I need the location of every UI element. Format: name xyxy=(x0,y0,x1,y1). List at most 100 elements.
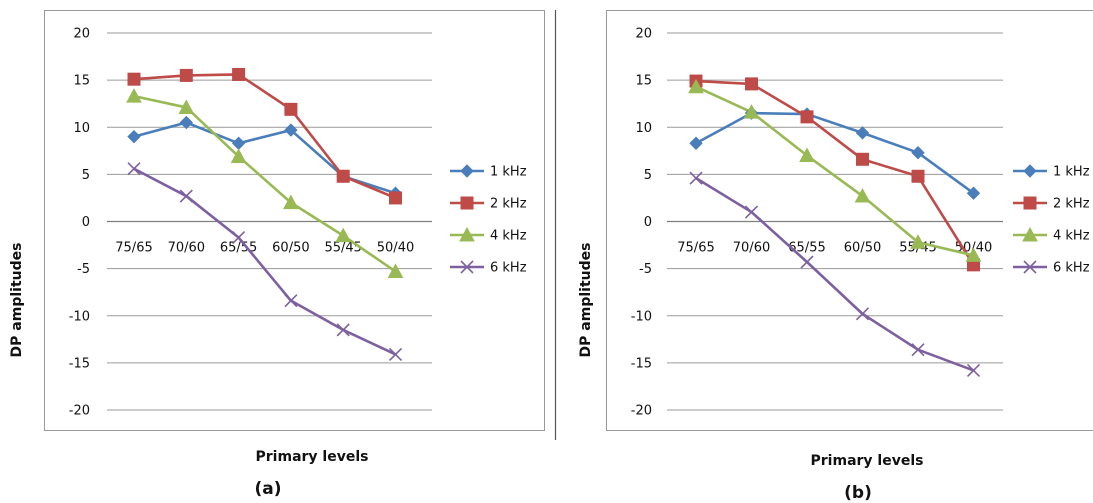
legend-item: 6 kHz xyxy=(1013,260,1090,276)
legend-label: 2 kHz xyxy=(1053,197,1090,212)
panel-label: (a) xyxy=(254,479,281,499)
legend-item: 4 kHz xyxy=(450,226,527,244)
legend-item: 2 kHz xyxy=(450,196,527,212)
legend-item: 2 kHz xyxy=(1013,196,1090,212)
data-point xyxy=(911,343,925,357)
series-markers xyxy=(688,74,982,377)
series-line-1-khz xyxy=(695,111,975,195)
legend-label: 1 kHz xyxy=(490,165,527,180)
data-point xyxy=(388,347,403,361)
x-tick-label: 75/65 xyxy=(677,241,714,256)
data-point xyxy=(744,205,759,219)
series-line-4-khz xyxy=(695,85,974,257)
legend-label: 6 kHz xyxy=(490,261,527,276)
data-point xyxy=(966,186,981,200)
y-tick-label: -20 xyxy=(631,404,652,419)
y-axis-title: DP amplitudes xyxy=(578,243,594,358)
legend-marker xyxy=(460,196,474,210)
y-tick-label: 0 xyxy=(82,215,90,230)
legend-marker xyxy=(1022,226,1038,242)
data-point xyxy=(854,187,871,203)
data-point xyxy=(911,145,925,160)
y-tick-label: 5 xyxy=(644,168,652,183)
legend-item: 1 kHz xyxy=(1013,164,1090,180)
y-tick-label: -20 xyxy=(69,404,90,419)
x-tick-label: 50/40 xyxy=(377,241,414,256)
y-tick-label: -10 xyxy=(631,309,652,324)
data-point xyxy=(127,72,141,86)
y-tick-label: 20 xyxy=(635,27,652,42)
legend-label: 4 kHz xyxy=(490,229,527,244)
legend-marker xyxy=(1023,260,1037,274)
y-tick-label: 0 xyxy=(644,215,652,230)
legend-label: 1 kHz xyxy=(1053,165,1090,180)
legend-item: 6 kHz xyxy=(450,260,527,276)
y-tick-label: -15 xyxy=(631,356,652,371)
chart-area-border xyxy=(44,10,545,431)
data-point xyxy=(336,169,350,183)
x-tick-label: 60/50 xyxy=(272,241,309,256)
data-point xyxy=(688,78,704,94)
series-line-2-khz xyxy=(133,73,396,200)
x-tick-label: 60/50 xyxy=(844,241,881,256)
series-line-6-khz xyxy=(695,177,974,372)
data-point xyxy=(800,110,814,124)
series-lines xyxy=(695,79,975,372)
data-point xyxy=(127,162,141,176)
data-point xyxy=(283,194,299,210)
y-tick-labels: 20 15 10 5 0 -5 -10 -15 -20 xyxy=(69,27,90,419)
series-line-2-khz xyxy=(695,79,975,266)
data-point xyxy=(127,129,141,144)
data-point xyxy=(179,189,193,203)
data-point xyxy=(178,99,195,114)
y-tick-label: 20 xyxy=(73,27,90,42)
data-point xyxy=(284,102,298,116)
data-point xyxy=(230,148,247,163)
data-point xyxy=(855,126,870,140)
y-tick-label: -5 xyxy=(77,262,90,277)
y-tick-label: -5 xyxy=(639,262,652,277)
series-markers xyxy=(126,67,404,361)
legend-marker xyxy=(1023,164,1037,178)
legend-item: 4 kHz xyxy=(1013,226,1090,244)
data-point xyxy=(800,255,814,269)
data-point xyxy=(232,230,246,245)
data-point xyxy=(387,263,404,278)
y-tick-label: 10 xyxy=(73,121,90,136)
legend-marker xyxy=(1023,196,1037,210)
chart-area-border xyxy=(606,10,1093,431)
data-point xyxy=(335,227,352,243)
y-axis-title: DP amplitudes xyxy=(9,243,25,358)
y-tick-labels: 20 15 10 5 0 -5 -10 -15 -20 xyxy=(631,27,652,419)
data-point xyxy=(126,88,142,103)
data-point xyxy=(179,68,193,82)
x-tick-label: 70/60 xyxy=(168,241,205,256)
y-tick-label: 15 xyxy=(635,74,652,89)
x-tick-labels: 75/65 70/60 65/55 60/50 55/45 50/40 xyxy=(115,241,414,256)
series-line-4-khz xyxy=(133,94,397,273)
data-point xyxy=(689,136,703,150)
data-point xyxy=(179,115,194,130)
legend-label: 4 kHz xyxy=(1053,229,1090,244)
data-point xyxy=(966,363,981,377)
legend-label: 6 kHz xyxy=(1053,261,1090,276)
legend-marker xyxy=(460,164,474,178)
y-tick-label: 10 xyxy=(635,121,652,136)
data-point xyxy=(336,323,350,337)
data-point xyxy=(856,152,869,166)
x-tick-label: 55/45 xyxy=(324,241,361,256)
panel-label: (b) xyxy=(844,483,872,503)
series-line-6-khz xyxy=(133,167,397,356)
y-tick-label: 5 xyxy=(82,168,90,183)
x-tick-label: 65/55 xyxy=(220,241,257,256)
y-tick-label: -10 xyxy=(69,309,90,324)
data-point xyxy=(855,307,870,321)
legend-marker xyxy=(459,226,475,242)
data-point xyxy=(389,191,402,205)
x-tick-label: 75/65 xyxy=(115,241,152,256)
x-axis-title: Primary levels xyxy=(256,449,369,465)
x-tick-label: 70/60 xyxy=(733,241,770,256)
legend: 1 kHz 2 kHz 4 kHz 6 kHz xyxy=(450,164,527,276)
data-point xyxy=(910,234,926,249)
